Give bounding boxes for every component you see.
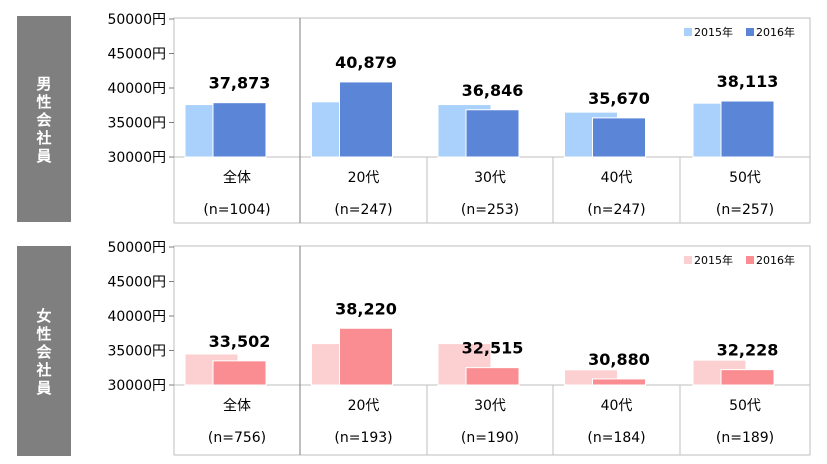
- data-label: 33,502: [209, 332, 271, 351]
- legend-swatch-2015: [684, 28, 692, 36]
- legend-label-2015: 2015年: [694, 253, 733, 267]
- legend-label-2016: 2016年: [756, 25, 795, 39]
- sample-size-label: (n=247): [587, 202, 645, 218]
- side-label: 女性会社員: [35, 307, 51, 397]
- category-label: 50代: [729, 170, 761, 186]
- y-tick-label: 30000円: [107, 378, 166, 394]
- female-employee-chart: 女性会社員 50000円 45000円 40000円 35000円 30000円 33,50…: [17, 240, 811, 456]
- category-label: 全体: [223, 397, 251, 414]
- sample-size-label: (n=253): [461, 202, 519, 218]
- bar-2016: [339, 81, 393, 158]
- side-label: 男性会社員: [35, 75, 51, 165]
- sample-size-label: (n=184): [587, 430, 645, 446]
- y-tick-label: 35000円: [107, 116, 166, 132]
- category-label: 20代: [348, 170, 380, 186]
- sample-size-label: (n=193): [334, 430, 392, 446]
- sample-size-label: (n=190): [461, 430, 519, 446]
- bar-2016: [465, 367, 520, 386]
- sample-size-label: (n=189): [716, 430, 774, 446]
- legend-swatch-2015: [684, 256, 692, 264]
- bar-2016: [212, 102, 267, 158]
- bar-2016: [720, 100, 775, 158]
- data-label: 32,228: [717, 341, 779, 360]
- bar-2016: [212, 360, 267, 386]
- data-label: 35,670: [588, 89, 650, 108]
- data-label: 32,515: [462, 339, 524, 358]
- y-tick-label: 45000円: [107, 47, 166, 63]
- category-label: 40代: [601, 398, 633, 414]
- data-label: 36,846: [462, 81, 524, 100]
- category-label: 30代: [474, 398, 506, 414]
- bar-2016: [339, 327, 393, 386]
- y-tick-label: 50000円: [107, 240, 166, 256]
- side-band: [17, 16, 71, 222]
- sample-size-label: (n=756): [208, 430, 266, 446]
- data-label: 38,113: [717, 72, 779, 91]
- data-label: 30,880: [588, 350, 650, 369]
- y-tick-label: 50000円: [107, 12, 166, 28]
- sample-size-label: (n=257): [716, 202, 774, 218]
- category-label: 30代: [474, 170, 506, 186]
- y-tick-label: 45000円: [107, 275, 166, 291]
- category-label: 40代: [601, 170, 633, 186]
- side-band: [17, 246, 71, 456]
- legend-swatch-2016: [746, 28, 754, 36]
- y-tick-label: 40000円: [107, 81, 166, 97]
- bar-2016: [592, 117, 646, 158]
- data-label: 37,873: [209, 74, 271, 93]
- sample-size-label: (n=247): [334, 202, 392, 218]
- bar-2016: [720, 369, 775, 386]
- y-tick-label: 30000円: [107, 150, 166, 166]
- category-label: 50代: [729, 398, 761, 414]
- data-label: 40,879: [335, 53, 397, 72]
- bar-2016: [465, 109, 520, 158]
- bar-2016: [592, 378, 646, 386]
- y-tick-label: 35000円: [107, 344, 166, 360]
- legend-label-2015: 2015年: [694, 25, 733, 39]
- legend-swatch-2016: [746, 256, 754, 264]
- category-label: 20代: [348, 398, 380, 414]
- sample-size-label: (n=1004): [203, 202, 270, 218]
- y-tick-label: 40000円: [107, 309, 166, 325]
- legend-label-2016: 2016年: [756, 253, 795, 267]
- category-label: 全体: [223, 169, 251, 186]
- plot-frame: [173, 17, 811, 224]
- data-label: 38,220: [335, 299, 397, 318]
- male-employee-chart: 男性会社員 50000円 45000円 40000円 35000円 30000円 37,87…: [17, 12, 811, 224]
